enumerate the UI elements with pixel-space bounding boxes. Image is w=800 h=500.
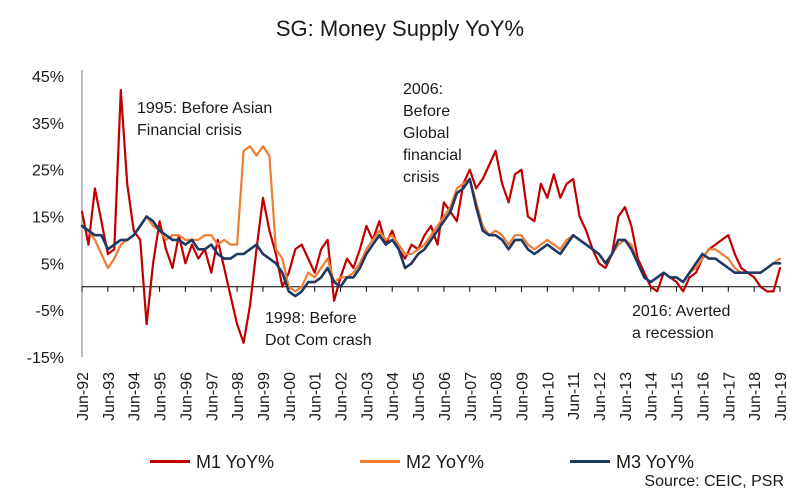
annotation-2006-global-crisis: 2006: Before Global financial crisis [403, 81, 462, 186]
source-note: Source: CEIC, PSR [644, 473, 784, 490]
x-tick-label: Jun-97 [204, 372, 221, 421]
legend-swatch-m2 [360, 459, 400, 463]
y-tick-label: -15% [27, 350, 64, 367]
x-tick-label: Jun-92 [75, 372, 92, 421]
legend-label-m2: M2 YoY% [406, 452, 485, 472]
annotation-1998-dotcom: 1998: Before Dot Com crash [265, 310, 372, 349]
x-tick-label: Jun-13 [618, 372, 635, 421]
y-tick-label: 5% [41, 256, 64, 273]
y-tick-label: -5% [36, 303, 64, 320]
y-tick-label: 25% [32, 163, 64, 180]
x-tick-label: Jun-08 [489, 372, 506, 421]
legend-label-m3: M3 YoY% [616, 452, 695, 472]
x-tick-label: Jun-11 [566, 372, 583, 420]
x-tick-label: Jun-15 [670, 372, 687, 421]
x-tick-label: Jun-99 [256, 372, 273, 421]
x-tick-label: Jun-94 [127, 372, 144, 421]
x-tick-label: Jun-14 [644, 372, 661, 421]
x-tick-label: Jun-17 [721, 372, 738, 421]
y-tick-label: 15% [32, 210, 64, 227]
legend-item-m3: M3 YoY% [570, 450, 694, 474]
x-tick-label: Jun-96 [178, 372, 195, 421]
x-tick-label: Jun-01 [308, 372, 325, 421]
x-tick-label: Jun-12 [592, 372, 609, 421]
legend-swatch-m3 [570, 459, 610, 463]
x-tick-label: Jun-05 [411, 372, 428, 421]
x-tick-label: Jun-04 [385, 372, 402, 421]
legend-swatch-m1 [150, 459, 190, 463]
legend-item-m2: M2 YoY% [360, 450, 484, 474]
x-tick-label: Jun-19 [773, 372, 790, 421]
x-tick-label: Jun-95 [153, 372, 170, 421]
x-tick-label: Jun-00 [282, 372, 299, 421]
x-tick-label: Jun-93 [101, 372, 118, 421]
chart-legend: M1 YoY% M2 YoY% M3 YoY% [150, 450, 710, 474]
x-tick-label: Jun-06 [437, 372, 454, 421]
chart-title: SG: Money Supply YoY% [275, 16, 525, 41]
x-tick-label: Jun-16 [695, 372, 712, 421]
legend-item-m1: M1 YoY% [150, 450, 274, 474]
series-line-m3 [80, 177, 782, 298]
y-tick-label: 35% [32, 116, 64, 133]
y-tick-label: 45% [32, 69, 64, 86]
x-tick-label: Jun-10 [540, 372, 557, 421]
x-tick-label: Jun-03 [359, 372, 376, 421]
x-tick-label: Jun-18 [747, 372, 764, 421]
legend-label-m1: M1 YoY% [196, 452, 275, 472]
x-tick-label: Jun-02 [334, 372, 351, 421]
x-tick-label: Jun-07 [463, 372, 480, 421]
annotation-2016-averted: 2016: Averted a recession [632, 303, 731, 342]
annotation-1995-asian-crisis: 1995: Before Asian Financial crisis [137, 100, 273, 139]
x-tick-label: Jun-09 [515, 372, 532, 421]
x-tick-label: Jun-98 [230, 372, 247, 421]
